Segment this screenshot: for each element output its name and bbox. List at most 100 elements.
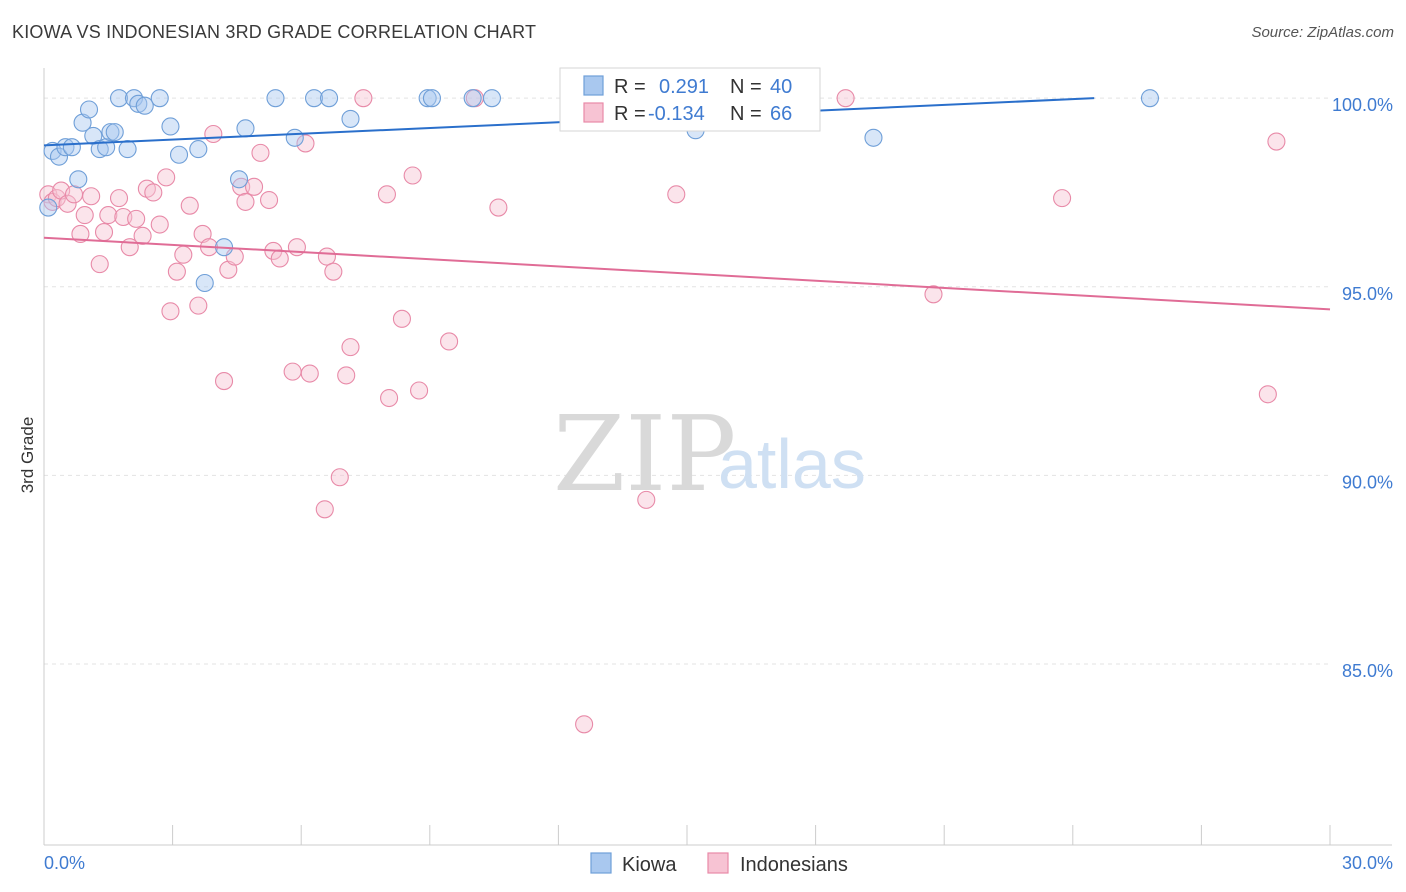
indonesians-point	[71, 224, 90, 244]
chart-source: Source: ZipAtlas.com	[1251, 24, 1394, 41]
indonesians-legend-swatch	[583, 102, 604, 123]
indonesians-point	[637, 490, 656, 509]
kiowa-point	[161, 117, 180, 136]
indonesians-point	[157, 168, 176, 187]
indonesians-point	[836, 89, 855, 108]
kiowa-point	[463, 89, 482, 108]
indonesians-point	[232, 177, 251, 196]
kiowa-point	[418, 89, 437, 108]
watermark: ZIP atlas	[553, 393, 866, 515]
indonesians-point	[259, 190, 279, 210]
indonesians-point	[58, 194, 77, 213]
indonesians-point	[144, 183, 163, 202]
indonesians-point	[109, 189, 129, 208]
indonesians-point	[377, 185, 396, 204]
indonesians-point	[161, 302, 180, 321]
stats-legend: R = 0.291 N = 40 R = -0.134 N = 66	[559, 67, 821, 132]
y-tick-label: 90.0%	[1342, 472, 1393, 492]
kiowa-point	[189, 140, 208, 159]
kiowa-point	[169, 145, 189, 164]
kiowa-point	[229, 170, 249, 189]
indonesians-point	[575, 715, 594, 734]
indonesians-point	[1053, 189, 1072, 208]
indonesians-point	[337, 366, 356, 385]
indonesians-n-label: N =	[730, 103, 762, 125]
kiowa-point	[62, 138, 81, 157]
watermark-zip: ZIP	[553, 393, 736, 515]
kiowa-point	[101, 123, 120, 142]
indonesians-point	[90, 255, 109, 274]
indonesians-point	[99, 206, 118, 225]
indonesians-point	[180, 196, 199, 215]
indonesians-point	[167, 262, 186, 281]
indonesians-point	[283, 362, 302, 381]
kiowa-n-label: N =	[730, 76, 762, 98]
kiowa-point	[118, 140, 137, 159]
kiowa-series-label: Kiowa	[622, 854, 677, 876]
kiowa-point	[69, 170, 88, 189]
kiowa-point	[49, 147, 69, 166]
indonesians-point	[341, 338, 360, 357]
indonesians-point	[324, 262, 343, 281]
indonesians-point	[204, 124, 223, 144]
kiowa-point	[320, 89, 339, 108]
indonesians-series	[39, 89, 1286, 734]
indonesians-point	[251, 143, 270, 162]
kiowa-legend-swatch	[583, 75, 604, 96]
indonesians-point	[667, 185, 686, 204]
kiowa-r-value: 0.291	[659, 76, 709, 98]
kiowa-series-swatch	[590, 852, 612, 874]
kiowa-point	[129, 94, 148, 113]
kiowa-point	[79, 100, 99, 119]
kiowa-n-value: 40	[770, 76, 792, 98]
indonesians-point	[315, 500, 334, 519]
chart-title: KIOWA VS INDONESIAN 3RD GRADE CORRELATIO…	[12, 22, 537, 42]
kiowa-point	[864, 128, 883, 147]
indonesians-point	[236, 192, 255, 211]
kiowa-point	[109, 89, 129, 108]
indonesians-point	[392, 309, 411, 328]
kiowa-point	[1140, 89, 1160, 108]
kiowa-point	[305, 89, 324, 108]
indonesians-r-value: -0.134	[648, 103, 705, 125]
kiowa-point	[56, 138, 75, 157]
indonesians-point	[1267, 132, 1286, 151]
indonesians-point	[330, 468, 349, 487]
kiowa-point	[97, 138, 116, 157]
indonesians-point	[440, 332, 459, 351]
axes	[43, 68, 1392, 846]
indonesians-point	[94, 223, 114, 242]
indonesians-point	[64, 185, 84, 204]
kiowa-point	[482, 89, 502, 108]
x-tick-label: 30.0%	[1342, 853, 1393, 873]
indonesians-point	[296, 134, 315, 153]
kiowa-point	[422, 89, 441, 108]
kiowa-point	[195, 273, 214, 293]
indonesians-point	[380, 388, 399, 408]
indonesians-point	[317, 247, 336, 266]
indonesians-series-label: Indonesians	[740, 854, 848, 876]
indonesians-point	[189, 296, 208, 315]
kiowa-point	[236, 119, 255, 138]
indonesians-point	[410, 381, 429, 400]
indonesians-point	[489, 198, 508, 217]
kiowa-point	[105, 123, 124, 142]
indonesians-point	[300, 364, 319, 383]
indonesians-point	[214, 372, 234, 391]
indonesians-point	[244, 177, 264, 196]
indonesians-n-value: 66	[770, 103, 792, 125]
y-tick-label: 85.0%	[1342, 661, 1393, 681]
tick-labels: 100.0% 95.0% 90.0% 85.0% 0.0% 30.0%	[44, 95, 1393, 873]
indonesians-trend-line	[43, 236, 1331, 311]
kiowa-point	[150, 89, 169, 108]
series-legend: Kiowa Indonesians	[590, 852, 848, 876]
kiowa-r-label: R =	[614, 76, 646, 98]
kiowa-point	[90, 140, 109, 159]
y-tick-label: 95.0%	[1342, 284, 1393, 304]
indonesians-point	[1258, 385, 1277, 404]
kiowa-point	[285, 128, 304, 147]
indonesians-r-label: R =	[614, 103, 646, 125]
y-tick-label: 100.0%	[1332, 95, 1393, 115]
x-tick-label: 0.0%	[44, 853, 85, 873]
